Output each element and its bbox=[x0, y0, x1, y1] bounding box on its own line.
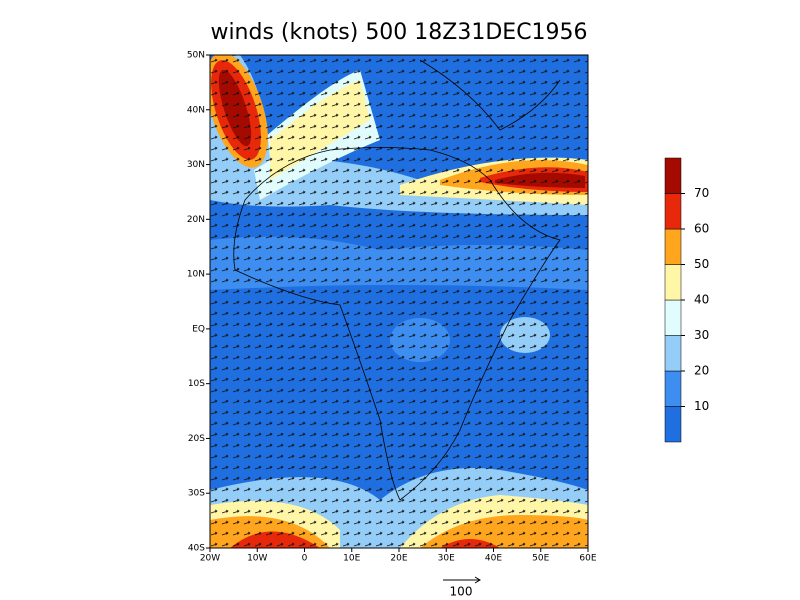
colorbar-label: 40 bbox=[694, 293, 709, 307]
colorbar-box bbox=[664, 406, 682, 443]
y-tick-label: 30N bbox=[187, 160, 205, 170]
x-tick-label: 10E bbox=[343, 554, 360, 564]
vector-ref-label: 100 bbox=[450, 585, 473, 599]
colorbar-label: 10 bbox=[694, 399, 709, 413]
x-tick-label: 30E bbox=[438, 554, 455, 564]
y-tick-label: EQ bbox=[192, 324, 205, 334]
colorbar-box bbox=[664, 264, 682, 301]
colorbar-box bbox=[664, 370, 682, 407]
colorbar-box bbox=[664, 157, 682, 194]
y-tick-label: 30S bbox=[188, 489, 205, 499]
x-tick-label: 60E bbox=[579, 554, 596, 564]
y-tick-label: 40N bbox=[187, 105, 205, 115]
vector-ref-head bbox=[474, 576, 481, 584]
colorbar-box bbox=[664, 228, 682, 265]
map-field bbox=[210, 55, 588, 548]
y-tick-label: 40S bbox=[188, 544, 205, 554]
x-tick-label: 0 bbox=[302, 554, 308, 564]
colorbar-box bbox=[664, 299, 682, 336]
x-tick-label: 20W bbox=[200, 554, 220, 564]
title: winds (knots) 500 18Z31DEC1956 bbox=[210, 20, 587, 45]
x-tick-label: 50E bbox=[532, 554, 549, 564]
y-tick-label: 10N bbox=[187, 270, 205, 280]
colorbar-label: 30 bbox=[694, 328, 709, 342]
y-tick-label: 10S bbox=[188, 379, 205, 389]
colorbar-label: 50 bbox=[694, 257, 709, 271]
x-tick-label: 10W bbox=[247, 554, 267, 564]
y-tick-label: 20N bbox=[187, 215, 205, 225]
y-tick-label: 50N bbox=[187, 51, 205, 61]
x-tick-label: 40E bbox=[485, 554, 502, 564]
colorbar-label: 70 bbox=[694, 186, 709, 200]
colorbar-box bbox=[664, 335, 682, 372]
y-tick-label: 20S bbox=[188, 434, 205, 444]
colorbar-label: 20 bbox=[694, 364, 709, 378]
colorbar-label: 60 bbox=[694, 222, 709, 236]
x-tick-label: 20E bbox=[390, 554, 407, 564]
colorbar-box bbox=[664, 193, 682, 230]
